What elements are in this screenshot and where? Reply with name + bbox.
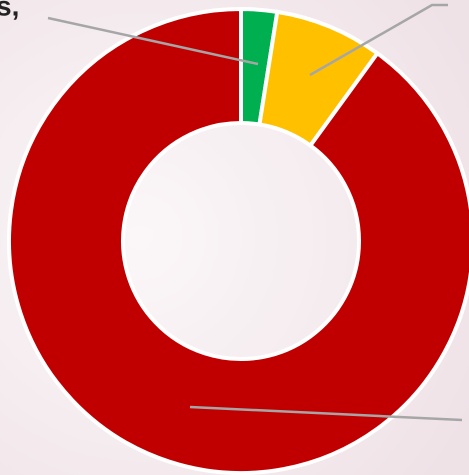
annotation: s, — [0, 0, 19, 21]
leader-lines — [47, 3, 463, 422]
donut-slice — [7, 6, 469, 475]
donut — [7, 6, 469, 475]
leader-line — [47, 16, 259, 66]
leader-line — [189, 405, 463, 422]
leader-line — [309, 3, 448, 77]
